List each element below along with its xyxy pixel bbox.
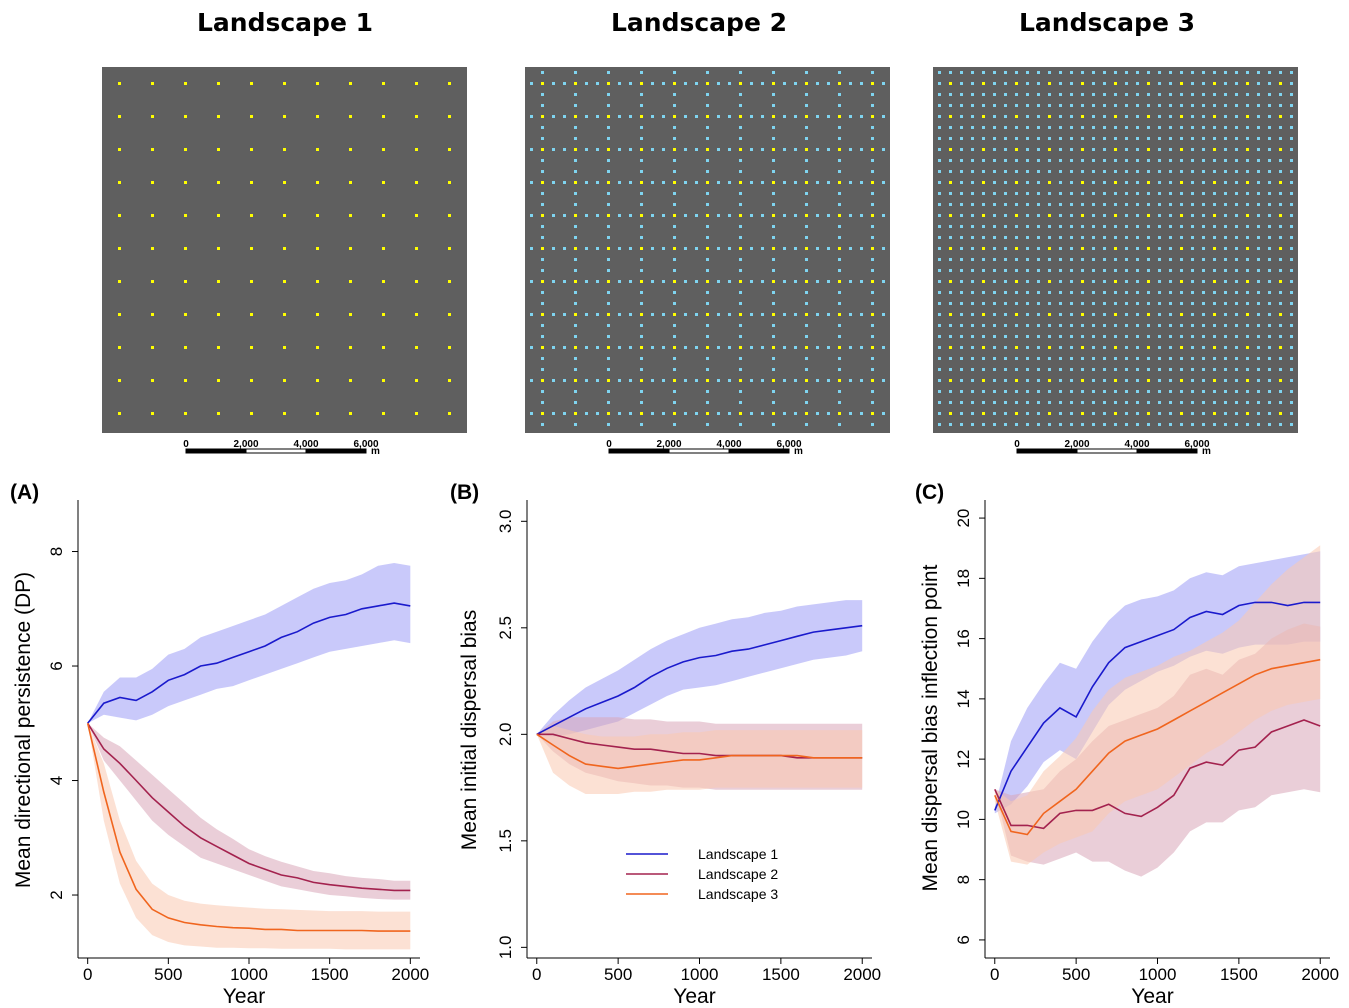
scale-unit-label: m: [371, 446, 380, 457]
series-line-3: [536, 733, 863, 770]
scale-tick-label: 4,000: [1124, 439, 1149, 450]
x-tick-label: 2000: [391, 965, 429, 984]
confidence-band-1: [536, 600, 863, 737]
y-tick-label: 2.5: [496, 616, 515, 640]
x-tick-label: 2000: [1301, 965, 1339, 984]
confidence-band-1: [87, 563, 411, 724]
chart-panel-2: 0 500 1000 1500 2000 1.0 1.5 2.0 2.5 3.0 Year Mean …: [450, 481, 881, 1008]
x-tick-label: 0: [990, 965, 999, 984]
scale-tick-label: 2,000: [233, 439, 258, 450]
scale-tick-label: 2,000: [656, 439, 681, 450]
x-tick-label: 500: [604, 965, 632, 984]
landscape-3-title: Landscape 3: [1018, 8, 1195, 37]
habitat-patches: [938, 71, 1293, 426]
x-tick-label: 2000: [843, 965, 881, 984]
y-tick-label: 6: [47, 661, 66, 670]
y-tick-label: 4: [47, 776, 66, 785]
x-tick-label: 1000: [681, 965, 719, 984]
x-tick-label: 1500: [311, 965, 349, 984]
scale-unit-label: m: [794, 446, 803, 457]
y-axis-label: Mean dispersal bias inflection point: [919, 564, 942, 891]
x-tick-label: 0: [532, 965, 541, 984]
scale-tick-label: 0: [1014, 439, 1020, 450]
panel-label: (A): [10, 481, 39, 504]
scale-tick-label: 6,000: [1184, 439, 1209, 450]
scale-tick-label: 0: [183, 439, 189, 450]
chart-panel-1: 0 500 1000 1500 2000 2 4 6 8 Year Mean directional…: [10, 481, 429, 1008]
y-tick-label: 1.5: [496, 829, 515, 853]
series-line-1: [994, 601, 1321, 811]
y-tick-label: 6: [954, 935, 973, 944]
x-tick-label: 1500: [1220, 965, 1258, 984]
y-tick-label: 14: [954, 689, 973, 708]
x-axis-label: Year: [1131, 985, 1173, 1008]
panel-label: (C): [915, 481, 944, 504]
chart-panel-3: 0 500 1000 1500 2000 6 8 10 12 14 16 18 20 Year Mean d…: [915, 481, 1339, 1008]
series-line-1: [87, 602, 411, 724]
y-tick-label: 10: [954, 810, 973, 829]
legend-entry-1: Landscape 1: [698, 846, 778, 862]
x-tick-label: 1500: [762, 965, 800, 984]
x-tick-label: 1000: [230, 965, 268, 984]
y-tick-label: 1.0: [496, 936, 515, 960]
series-line-2: [87, 722, 411, 892]
legend-entry-2: Landscape 2: [698, 866, 778, 882]
x-axis-label: Year: [223, 985, 265, 1008]
landscape-1-title: Landscape 1: [196, 8, 373, 37]
legend: Landscape 1 Landscape 2 Landscape 3: [626, 846, 778, 902]
y-tick-label: 18: [954, 569, 973, 588]
y-tick-label: 3.0: [496, 509, 515, 533]
x-tick-label: 500: [1062, 965, 1090, 984]
y-tick-label: 8: [47, 547, 66, 556]
y-tick-label: 2.0: [496, 723, 515, 747]
panel-label: (B): [450, 481, 479, 504]
scale-unit-label: m: [1202, 446, 1211, 457]
scale-tick-label: 2,000: [1064, 439, 1089, 450]
y-tick-label: 12: [954, 750, 973, 769]
y-axis-label: Mean directional persistence (DP): [12, 572, 35, 888]
scale-tick-label: 6,000: [776, 439, 801, 450]
y-tick-label: 20: [954, 509, 973, 528]
confidence-band-3: [994, 545, 1321, 865]
x-tick-label: 1000: [1139, 965, 1177, 984]
y-tick-label: 8: [954, 875, 973, 884]
habitat-patches: [530, 71, 885, 426]
x-tick-label: 500: [154, 965, 182, 984]
legend-entry-3: Landscape 3: [698, 886, 778, 902]
landscape-2-title: Landscape 2: [610, 8, 787, 37]
scale-tick-label: 0: [606, 439, 612, 450]
series-line-3: [994, 658, 1321, 836]
x-axis-label: Year: [673, 985, 715, 1008]
y-tick-label: 2: [47, 890, 66, 899]
series-line-2: [994, 719, 1321, 830]
y-tick-label: 16: [954, 629, 973, 648]
habitat-patches: [118, 82, 451, 415]
y-axis-label: Mean initial dispersal bias: [458, 610, 481, 850]
scale-tick-label: 4,000: [293, 439, 318, 450]
x-tick-label: 0: [83, 965, 92, 984]
series-line-1: [536, 624, 863, 736]
series-line-3: [86, 723, 411, 932]
scale-tick-label: 4,000: [716, 439, 741, 450]
scale-tick-label: 6,000: [353, 439, 378, 450]
confidence-band-3: [87, 723, 411, 950]
